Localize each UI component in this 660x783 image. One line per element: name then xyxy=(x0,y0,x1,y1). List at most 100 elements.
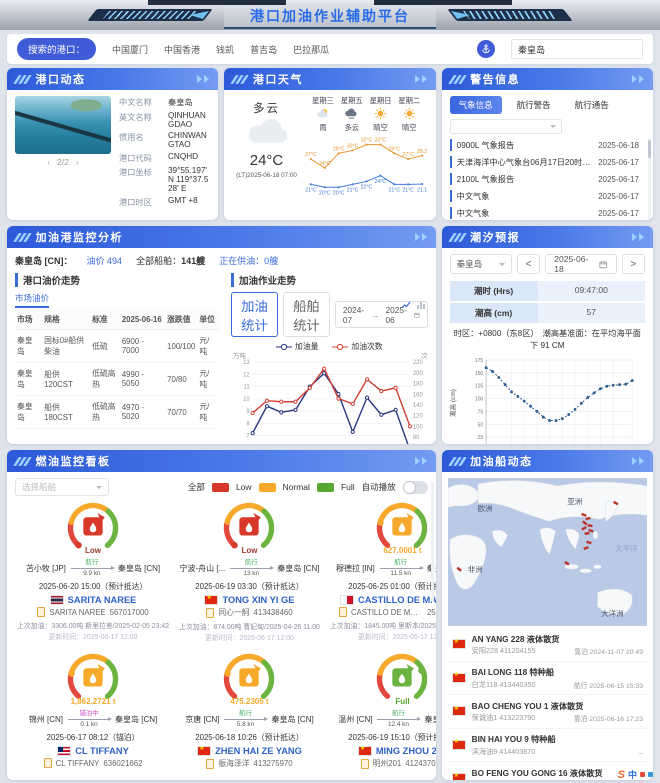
world-map[interactable]: 欧洲 亚洲 非洲 大洋洲 太平洋 xyxy=(447,478,647,626)
panel-more-button[interactable] xyxy=(631,457,644,465)
ship-name[interactable]: CL TIFFANY xyxy=(75,746,129,757)
full-label[interactable]: Full xyxy=(340,482,355,492)
ship-name[interactable]: SARITA NAREE xyxy=(67,595,137,606)
gauge-label: 1,862.2721 t xyxy=(70,697,116,707)
panel-more-button[interactable] xyxy=(197,75,210,83)
search-input[interactable] xyxy=(511,39,643,59)
ship-name[interactable]: TONG XIN YI GE xyxy=(222,595,295,606)
y-axis-label: 潮高 (cm) xyxy=(449,389,457,417)
scrollbar[interactable] xyxy=(430,482,434,602)
low-swatch xyxy=(211,482,229,492)
search-tab-xiamen[interactable]: 中国厦门 xyxy=(112,44,149,55)
gauge-label: 627.0001 t xyxy=(383,546,422,555)
autoplay-label: 自动播放 xyxy=(361,482,396,492)
document-icon xyxy=(37,607,46,618)
panel-more-button[interactable] xyxy=(631,75,644,83)
full-swatch xyxy=(316,482,334,492)
search-tab-hongkong[interactable]: 中国香港 xyxy=(164,44,201,55)
scrollbar[interactable] xyxy=(647,138,651,220)
next-day-button[interactable]: > xyxy=(621,254,645,274)
tide-note: 时区：+0800（东8区） 潮高基准面：在平均海平面下 91 CM xyxy=(453,329,641,350)
info-value: CHINWANGTAO xyxy=(168,131,207,149)
tab-nav-notice[interactable]: 航行通告 xyxy=(574,100,609,110)
svg-text:150: 150 xyxy=(474,371,483,377)
list-item[interactable]: 0900L 气象报告 2025-06-18 xyxy=(449,139,645,151)
date-range-picker[interactable]: 2024-07 → 2025-06 xyxy=(334,301,428,328)
svg-text:32°C: 32°C xyxy=(360,138,372,144)
line-chart-icon[interactable] xyxy=(401,300,411,310)
map-label-europe: 欧洲 xyxy=(477,504,493,514)
legend-fuel-amount[interactable]: 加油量 xyxy=(276,341,318,352)
svg-text:32°C: 32°C xyxy=(374,138,386,144)
tide-port-select[interactable]: 秦皇岛 xyxy=(449,254,512,274)
map-canvas xyxy=(447,478,647,626)
table-row[interactable]: 秦皇岛 船供120CST 低硫高热 4990 - 5050 70/80 元/吨 xyxy=(15,362,219,396)
svg-text:140: 140 xyxy=(413,403,423,409)
table-row[interactable]: 秦皇岛 船供180CST 低硫高热 4970 - 5020 70/70 元/吨 xyxy=(15,395,219,429)
fuel-card[interactable]: Low 宁波-舟山 [... 航行 13 kn 秦皇岛 [CN] 2025-06-… xyxy=(179,499,320,642)
search-tab-chancay[interactable]: 钱凯 xyxy=(216,44,235,55)
eta: 2025-06-19 15:10（预计抵达） xyxy=(348,733,435,743)
port-photo[interactable] xyxy=(15,96,111,154)
list-item[interactable]: 中文气象 2025-06-17 xyxy=(449,190,645,202)
filter-all-button[interactable]: 全部 xyxy=(187,482,205,492)
fuel-card[interactable]: Low 苫小牧 [JP] 航行 9.9 kn 秦皇岛 [CN] 2025-06-2… xyxy=(17,499,169,642)
legend-fuel-times[interactable]: 加油次数 xyxy=(332,341,383,352)
ship-name[interactable]: CASTILLO DE MALPICA xyxy=(358,595,436,606)
panel-title: 港口动态 xyxy=(35,74,86,86)
table-row[interactable]: 秦皇岛 国标0#船供柴油 低硫 6900 - 7000 100/100 元/吨 xyxy=(15,329,219,363)
ship-select[interactable]: 选择船舶 xyxy=(15,478,109,496)
carousel-prev-icon[interactable]: ‹ xyxy=(47,157,51,167)
anchor-icon[interactable] xyxy=(477,40,495,58)
eta: 2025-06-20 15:00（预计抵达） xyxy=(38,582,148,592)
low-label[interactable]: Low xyxy=(235,482,252,492)
fuel-stat-button[interactable]: 加油统计 xyxy=(231,292,278,337)
list-item[interactable]: BO FENG YOU GONG 16 液体散货博丰油供16 413303030… xyxy=(448,762,647,780)
search-ports-button[interactable]: 搜索的港口： xyxy=(17,38,97,60)
bar-chart-icon[interactable] xyxy=(416,300,426,310)
ship-name[interactable]: ZHEN HAI ZE YANG xyxy=(215,746,302,757)
panel-more-button[interactable] xyxy=(414,75,427,83)
operation-trend-block: 加油作业走势 加油统计 船舶统计 2024-07 → 2025-06 加油量 加油次… xyxy=(231,270,428,444)
prev-day-button[interactable]: < xyxy=(516,254,541,274)
fuel-card[interactable]: 1,862.2721 t 锦州 [CN] 锚泊中 0.1 kn 秦皇岛 [CN] … xyxy=(17,650,169,773)
svg-text:160: 160 xyxy=(413,392,423,398)
ship-name[interactable]: MING ZHOU 201 xyxy=(375,746,436,757)
svg-text:75: 75 xyxy=(477,409,483,415)
ship-markers xyxy=(456,500,619,572)
list-item[interactable]: 天津海洋中心气象台06月17日20时发布气象预...2025-06-17 xyxy=(449,156,645,168)
panel-more-button[interactable] xyxy=(414,233,427,241)
autoplay-toggle[interactable] xyxy=(402,480,428,494)
fuel-card[interactable]: 475.2305 t 京唐 [CN] 航行 5.8 kn 秦皇岛 [CN] 202… xyxy=(179,650,320,773)
carousel-next-icon[interactable]: › xyxy=(75,157,79,167)
market-price-tab[interactable]: 市场油价 xyxy=(15,292,50,308)
ship-stat-button[interactable]: 船舶统计 xyxy=(282,292,330,337)
tab-nav-warning[interactable]: 航行警告 xyxy=(516,100,551,110)
search-tab-paranagua[interactable]: 巴拉那瓜 xyxy=(293,44,330,55)
watermark-zhong: 中 xyxy=(627,770,637,780)
tab-weather-info[interactable]: 气象信息 xyxy=(449,96,502,114)
status-filter: 全部 Low Normal Full 自动播放 xyxy=(187,480,428,494)
update-time: 更新时间：2025-06-17 12:00 xyxy=(48,634,138,642)
chevron-down-icon xyxy=(549,125,556,128)
panel-more-button[interactable] xyxy=(414,457,427,465)
map-label-oceania: 大洋洲 xyxy=(601,609,624,619)
oil-can-icon xyxy=(239,663,262,687)
tide-date-picker[interactable]: 2025-06-18 xyxy=(545,254,617,274)
normal-label[interactable]: Normal xyxy=(282,482,310,492)
search-tab-phuket[interactable]: 普吉岛 xyxy=(250,44,278,55)
list-item[interactable]: 2100L 气象报告 2025-06-17 xyxy=(449,173,645,185)
warning-filter-select[interactable] xyxy=(449,119,562,134)
current-temperature: 24°C xyxy=(249,152,284,169)
temperature-chart: 27°C24°C29°C 30°C32°C 32°C29°C27°C28.221°C… xyxy=(305,138,427,197)
svg-text:9: 9 xyxy=(246,409,250,415)
list-item[interactable]: 中文气象 2025-06-17 xyxy=(449,207,645,219)
svg-text:50: 50 xyxy=(477,422,483,428)
panel-more-button[interactable] xyxy=(631,233,644,241)
